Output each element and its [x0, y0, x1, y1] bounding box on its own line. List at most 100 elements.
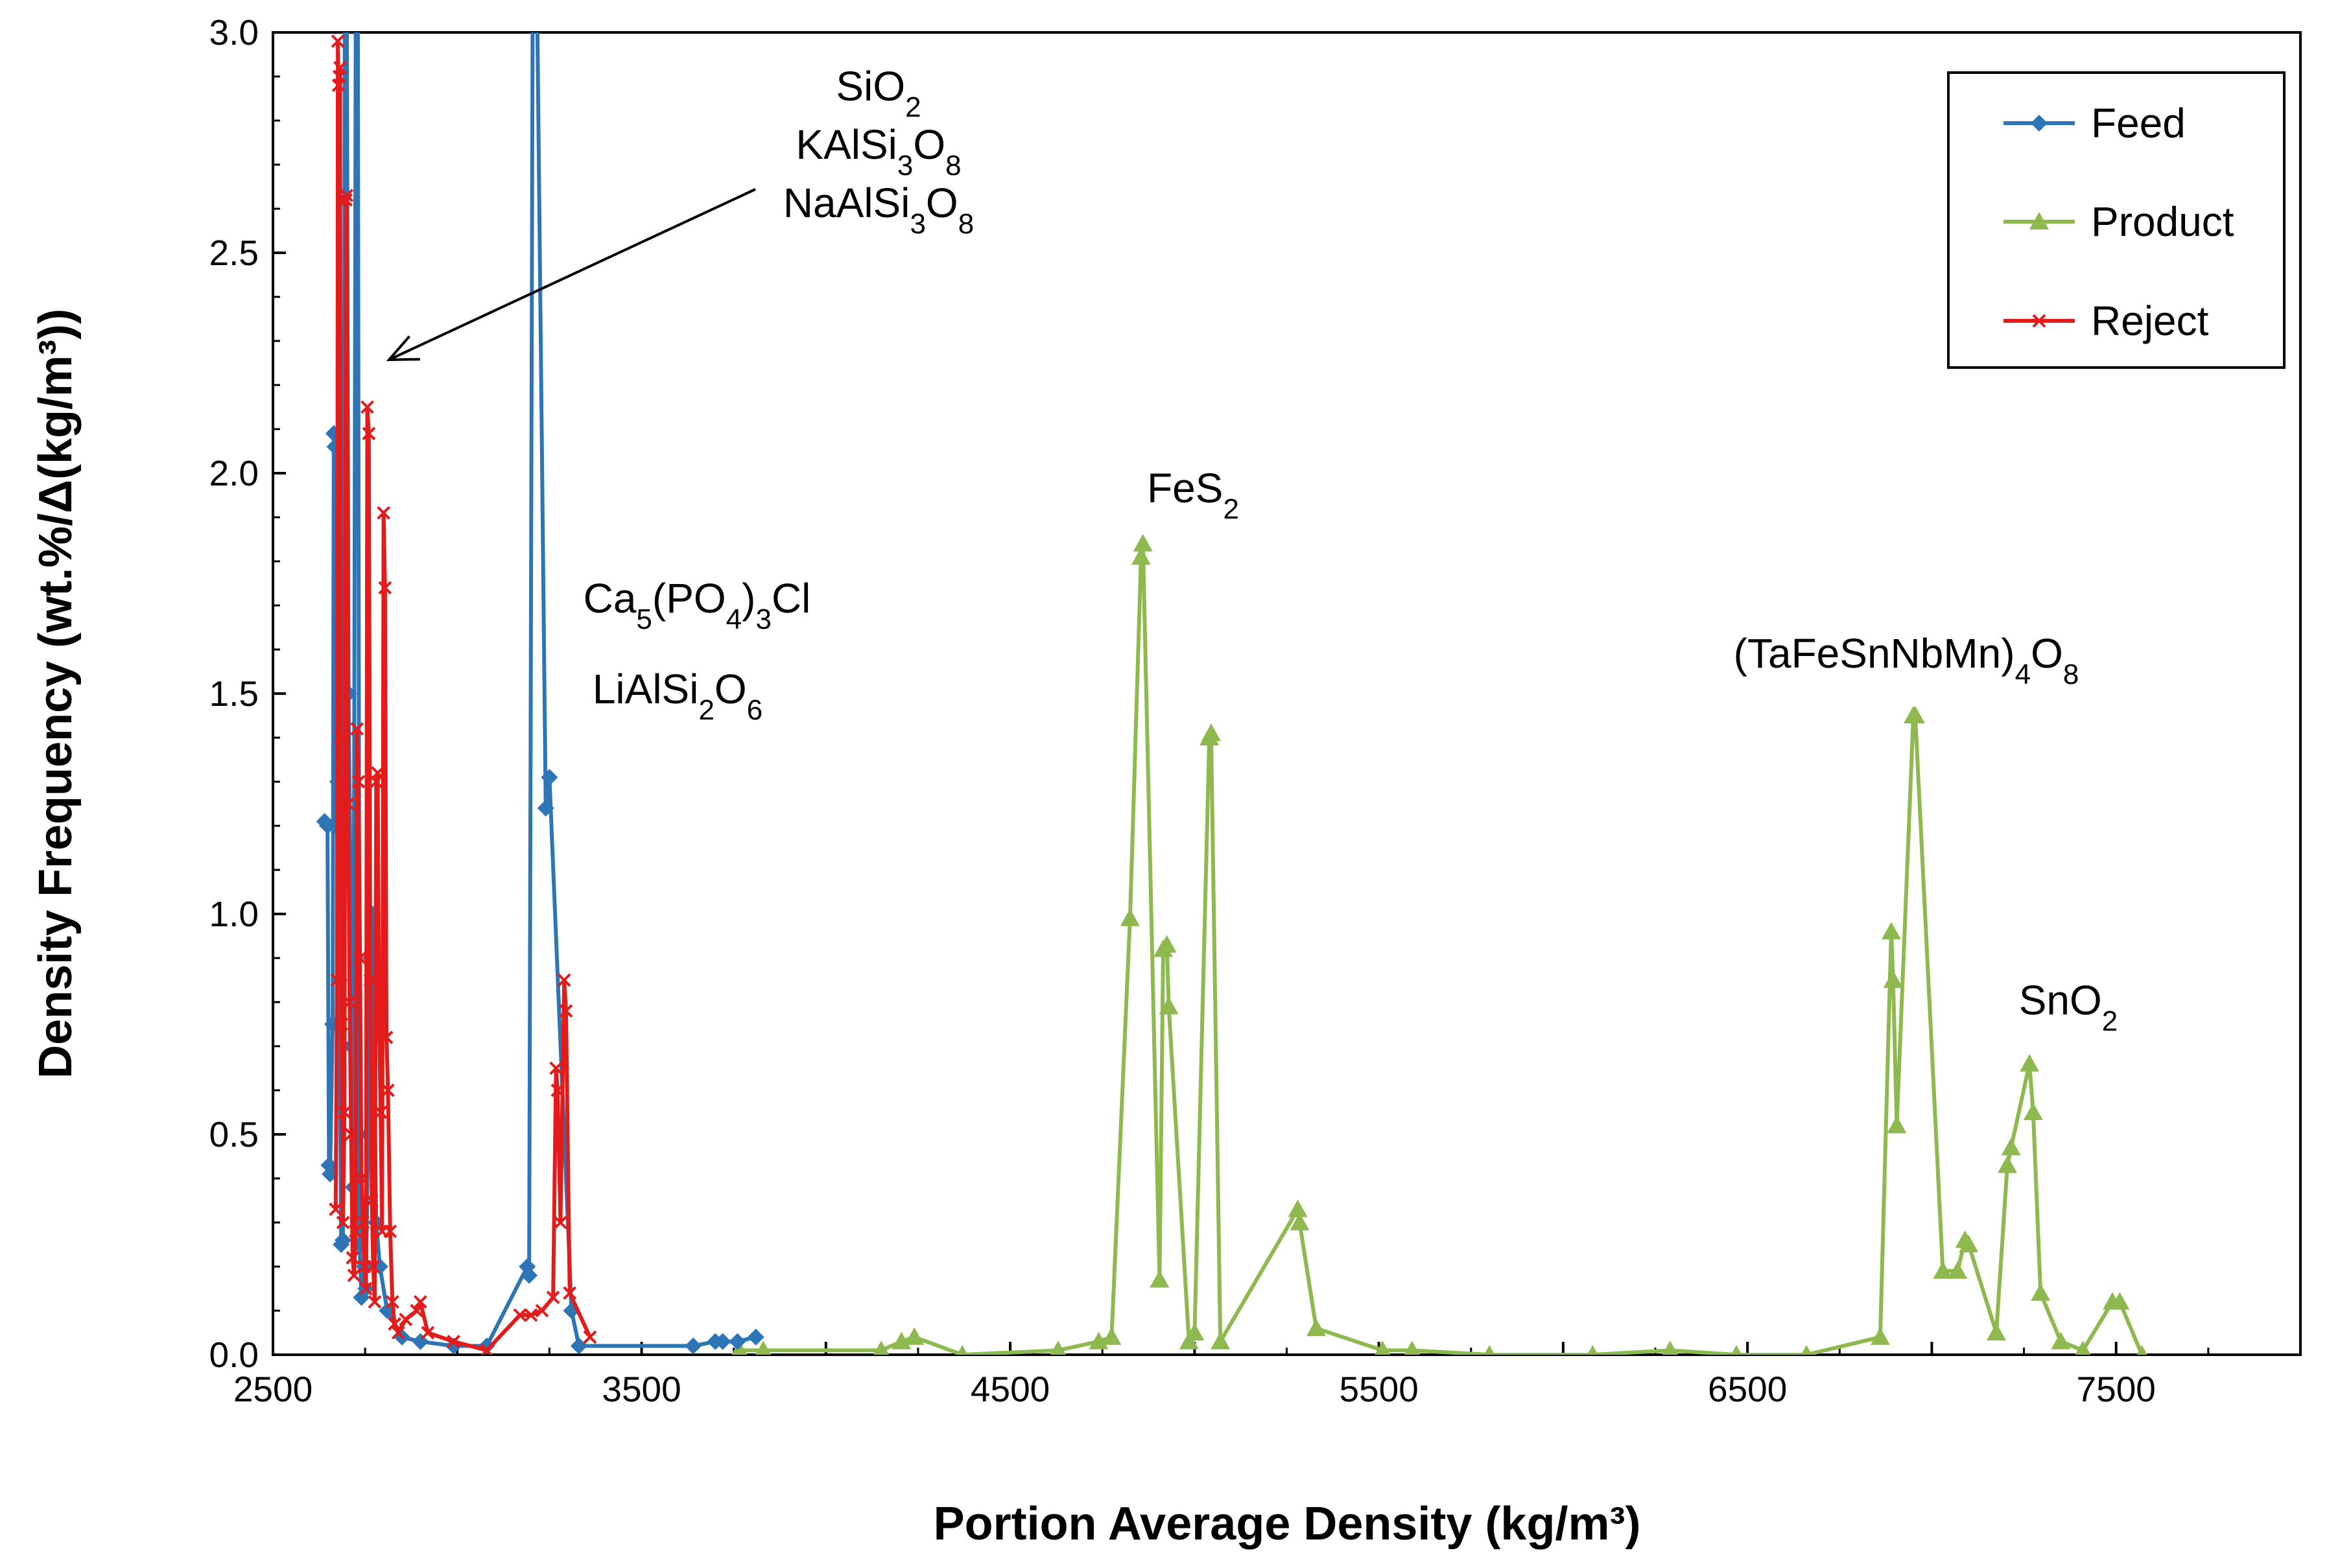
- data-point-reject-stroke: [378, 581, 392, 595]
- data-point-reject: [368, 1294, 382, 1309]
- legend-label-feed: Feed: [2091, 100, 2186, 146]
- data-point-reject-stroke: [329, 1202, 343, 1217]
- series-layer: [316, 32, 2147, 1355]
- data-point-reject: [421, 1326, 435, 1340]
- data-point-product: [1288, 1199, 1308, 1217]
- annotation-arrowhead: [386, 335, 421, 362]
- data-point-product: [1050, 1340, 1067, 1355]
- data-point-product: [1662, 1340, 1678, 1355]
- data-point-reject-stroke: [336, 1215, 350, 1230]
- data-point-reject-stroke: [550, 1083, 565, 1097]
- data-point-reject-stroke: [339, 193, 353, 207]
- data-point-reject-stroke: [385, 1294, 399, 1309]
- x-tick-label: 2500: [233, 1369, 313, 1409]
- data-point-reject: [337, 1105, 351, 1119]
- data-point-reject: [377, 506, 390, 520]
- data-point-product: [1102, 1327, 1122, 1345]
- data-point-reject: [356, 1215, 370, 1230]
- data-point-reject: [340, 189, 354, 203]
- legend-entry-product: Product: [2003, 198, 2234, 245]
- legend-label-product: Product: [2091, 198, 2234, 245]
- data-point-feed: [729, 1333, 746, 1350]
- data-point-reject-stroke: [353, 951, 367, 965]
- data-point-reject-stroke: [346, 1250, 360, 1265]
- data-point-reject-stroke: [524, 1308, 538, 1322]
- data-point-reject: [383, 1224, 397, 1239]
- data-point-product: [1375, 1340, 1391, 1355]
- data-point-reject: [333, 60, 347, 75]
- data-point-reject-stroke: [549, 1061, 563, 1075]
- annotation-tantalite: (TaFeSnNbMn)4O8: [1734, 630, 2079, 690]
- data-point-reject-stroke: [344, 1127, 358, 1141]
- data-point-reject: [513, 1308, 527, 1322]
- data-point-reject: [550, 1083, 565, 1097]
- data-point-reject-stroke: [340, 189, 354, 203]
- data-point-reject-stroke: [355, 1171, 368, 1186]
- data-point-reject: [364, 1193, 379, 1208]
- data-point-reject-stroke: [554, 1215, 567, 1230]
- data-point-reject: [391, 1326, 405, 1340]
- series-reject: [329, 34, 597, 1355]
- annotation-kalsi3o8: KAlSi3O8: [796, 121, 961, 181]
- data-point-reject-stroke: [546, 1291, 560, 1305]
- data-point-feed: [714, 1333, 731, 1350]
- x-axis-title: Portion Average Density (kg/m³): [934, 1498, 1641, 1550]
- x-tick-label: 6500: [1708, 1369, 1787, 1409]
- data-point-product: [904, 1327, 925, 1345]
- data-point-product: [1131, 547, 1151, 565]
- data-point-reject-stroke: [341, 797, 355, 811]
- data-point-product: [1290, 1213, 1310, 1230]
- data-point-reject-stroke: [369, 775, 383, 789]
- data-point-product: [873, 1340, 890, 1355]
- series-line-product: [739, 541, 2144, 1355]
- data-point-reject: [351, 775, 366, 789]
- annotation-naalsi3o8: NaAlSi3O8: [783, 180, 974, 240]
- data-point-product: [2031, 1283, 2051, 1301]
- y-axis: 0.0 0.5 1.0 1.5 2.0 2.5 3.0: [209, 12, 286, 1375]
- data-point-reject-stroke: [391, 1326, 405, 1340]
- data-point-feed: [541, 769, 558, 786]
- y-axis-title: Density Frequency (wt.%/Δ(kg/m³)): [30, 309, 82, 1079]
- data-point-reject-stroke: [350, 721, 364, 736]
- data-point-product: [1933, 1261, 1953, 1279]
- data-point-product: [1201, 723, 1221, 742]
- data-point-reject-stroke: [360, 400, 374, 414]
- data-point-product: [2023, 1103, 2043, 1120]
- data-point-product: [1159, 996, 1179, 1014]
- legend-entry-feed: Feed: [2003, 100, 2186, 146]
- x-tick-label: 5500: [1339, 1369, 1418, 1409]
- data-point-reject-stroke: [364, 1193, 379, 1208]
- data-point-feed: [322, 1165, 339, 1183]
- data-point-reject-stroke: [368, 1294, 382, 1309]
- legend-marker-feed: [2031, 115, 2048, 132]
- data-point-reject-stroke: [535, 1304, 549, 1318]
- data-point-reject-stroke: [447, 1335, 461, 1349]
- data-point-reject-stroke: [557, 973, 571, 987]
- annotation-chlorapatite: Ca5(PO4)3Cl: [584, 575, 811, 635]
- data-point-reject: [480, 1343, 494, 1355]
- data-point-reject-stroke: [333, 60, 347, 75]
- data-point-reject: [344, 1127, 358, 1141]
- data-point-reject-stroke: [356, 1215, 370, 1230]
- data-point-product: [2020, 1054, 2040, 1072]
- annotation-spodumene: LiAlSi2O6: [593, 666, 762, 726]
- data-point-feed: [521, 1267, 538, 1284]
- data-point-product: [1887, 1116, 1907, 1134]
- x-tick-label: 7500: [2077, 1369, 2156, 1409]
- annotation-fes2: FeS2: [1147, 465, 1239, 525]
- data-point-reject: [563, 1286, 577, 1300]
- data-point-reject: [339, 193, 353, 207]
- data-point-product: [1404, 1340, 1420, 1355]
- data-point-reject-stroke: [371, 766, 384, 780]
- x-tick-label: 4500: [971, 1369, 1050, 1409]
- data-point-reject: [557, 973, 571, 987]
- data-point-reject: [583, 1330, 597, 1344]
- data-point-reject: [341, 797, 355, 811]
- data-point-reject-stroke: [414, 1294, 427, 1309]
- data-point-reject: [334, 731, 348, 745]
- data-point-reject-stroke: [359, 1281, 373, 1296]
- data-point-reject: [353, 951, 367, 965]
- data-point-reject-stroke: [330, 973, 344, 987]
- series-product: [731, 533, 2147, 1355]
